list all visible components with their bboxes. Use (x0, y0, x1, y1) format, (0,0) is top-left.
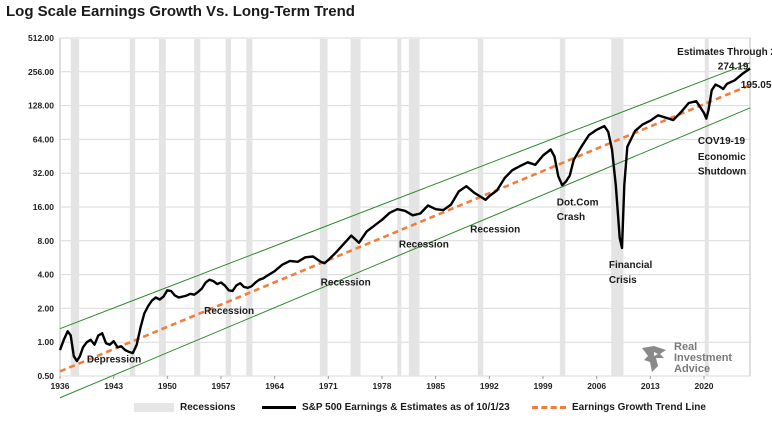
annotation-label: COV19-19 (698, 136, 746, 147)
recession-bar (559, 39, 566, 376)
y-tick-label: 32.00 (33, 168, 55, 178)
y-tick-label: 256.00 (28, 67, 54, 77)
x-tick-label: 2013 (641, 381, 660, 391)
annotation-label: Depression (87, 354, 141, 365)
legend-swatch-earnings (262, 406, 296, 409)
annotation-label: 195.05 (741, 80, 772, 91)
recession-bar (225, 39, 231, 376)
logo-line-3: Advice (674, 363, 711, 375)
x-tick-label: 1964 (265, 381, 284, 391)
recession-bar (408, 39, 420, 376)
logo-line-2: Investment (674, 352, 733, 364)
x-tick-label: 1957 (212, 381, 231, 391)
legend-label-recessions: Recessions (180, 402, 236, 413)
x-tick-label: 1985 (426, 381, 445, 391)
chart-title: Log Scale Earnings Growth Vs. Long-Term … (6, 3, 355, 20)
earnings-series-line (58, 67, 751, 363)
x-tick-label: 1978 (373, 381, 392, 391)
channel-lower-line (59, 107, 751, 399)
x-tick-label: 1943 (104, 381, 123, 391)
legend: Recessions S&P 500 Earnings & Estimates … (0, 402, 772, 418)
annotation-label: Recession (470, 224, 520, 235)
recession-bar (397, 39, 402, 376)
recession-bar (704, 39, 709, 376)
recession-bar (477, 39, 484, 376)
y-tick-label: 2.00 (37, 303, 54, 313)
recession-bar (246, 39, 253, 376)
annotation-label: Crisis (609, 275, 637, 286)
y-tick-label: 512.00 (28, 33, 54, 43)
x-tick-label: 1950 (158, 381, 177, 391)
recession-bar (350, 39, 361, 376)
annotation-label: Recession (399, 239, 449, 250)
legend-label-trend: Earnings Growth Trend Line (572, 402, 706, 413)
y-tick-label: 128.00 (28, 101, 54, 111)
legend-swatch-recessions (134, 403, 174, 412)
legend-label-earnings: S&P 500 Earnings & Estimates as of 10/1/… (302, 402, 510, 413)
x-tick-label: 1999 (534, 381, 553, 391)
legend-item-earnings: S&P 500 Earnings & Estimates as of 10/1/… (262, 402, 510, 413)
annotation-label: Economic (698, 152, 746, 163)
brand-logo: Real Investment Advice (640, 342, 732, 375)
annotation-label: Crash (557, 212, 585, 223)
legend-swatch-trend (532, 406, 566, 409)
chart-svg: 512.00 256.00 128.00 64.00 32.00 16.00 8.00 4.0… (28, 33, 772, 399)
eagle-icon (642, 345, 666, 372)
annotation-label: Recession (204, 306, 254, 317)
x-tick-label: 1936 (51, 381, 70, 391)
annotation-label: Dot.Com (557, 197, 599, 208)
legend-item-trend: Earnings Growth Trend Line (532, 402, 706, 413)
annotation-label: Shutdown (698, 167, 746, 178)
recession-bar (319, 39, 328, 376)
x-tick-label: 1992 (480, 381, 499, 391)
recession-bar (158, 39, 166, 376)
y-tick-label: 1.00 (37, 337, 54, 347)
y-tick-label: 16.00 (33, 202, 55, 212)
recession-bar (194, 39, 201, 376)
logo-line-1: Real (674, 341, 698, 353)
recession-bar (129, 39, 136, 376)
x-tick-label: 2006 (587, 381, 606, 391)
recession-bar (70, 39, 80, 376)
y-tick-label: 8.00 (37, 236, 54, 246)
annotation-label: 274.19 (718, 62, 749, 73)
y-tick-label: 0.50 (37, 371, 54, 381)
annotation-label: Financial (609, 260, 653, 271)
x-tick-label: 2020 (695, 381, 714, 391)
channel-upper-line (59, 62, 751, 330)
x-tick-label: 1971 (319, 381, 338, 391)
y-tick-label: 64.00 (33, 134, 55, 144)
y-tick-label: 4.00 (37, 270, 54, 280)
annotation-label: Estimates Through 2026 (677, 47, 772, 58)
annotation-label: Recession (321, 277, 371, 288)
legend-item-recessions: Recessions (134, 402, 236, 413)
